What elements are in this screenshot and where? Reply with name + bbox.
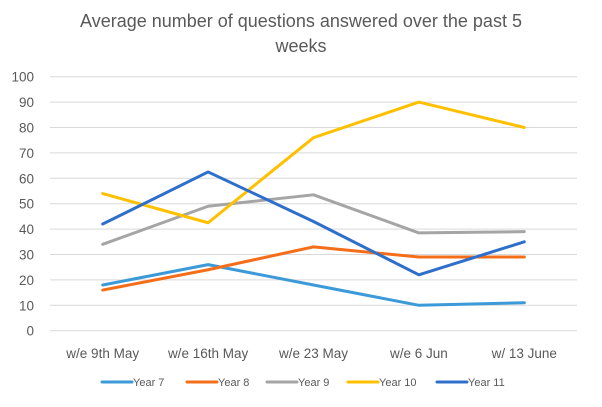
y-tick-label: 100 [11,70,34,85]
y-tick-label: 10 [19,298,34,313]
series-line-year-10 [101,100,526,225]
series-line-year-11 [101,170,526,277]
legend-label: Year 11 [468,377,505,389]
legend-item: Year 7 [100,377,164,389]
y-tick-label: 90 [19,95,34,110]
x-tick-label: w/e 16th May [167,346,249,361]
x-tick-label: w/e 23 May [278,346,348,361]
y-tick-label: 70 [19,146,34,161]
x-tick-label: w/e 6 Jun [389,346,448,361]
chart-title-line-2: weeks [274,36,326,56]
legend-item: Year 11 [435,377,505,389]
legend-label: Year 7 [133,377,164,389]
series-line-year-8 [101,245,526,292]
y-tick-label: 30 [19,248,34,263]
legend-item: Year 9 [265,377,329,389]
legend-label: Year 10 [379,377,417,389]
x-tick-label: w/ 13 June [491,346,557,361]
legend-label: Year 9 [298,377,329,389]
y-tick-label: 40 [19,222,34,237]
legend-item: Year 8 [185,377,249,389]
series-line-year-9 [101,193,526,246]
x-tick-label: w/e 9th May [65,346,139,361]
legend-label: Year 8 [218,377,249,389]
y-tick-label: 60 [19,171,34,186]
series-line-year-7 [101,263,526,307]
chart-title-line-1: Average number of questions answered ove… [80,11,522,31]
y-tick-label: 50 [19,197,34,212]
y-tick-label: 20 [19,273,34,288]
y-tick-label: 80 [19,121,34,136]
y-tick-label: 0 [26,324,34,339]
legend-item: Year 10 [346,377,417,389]
